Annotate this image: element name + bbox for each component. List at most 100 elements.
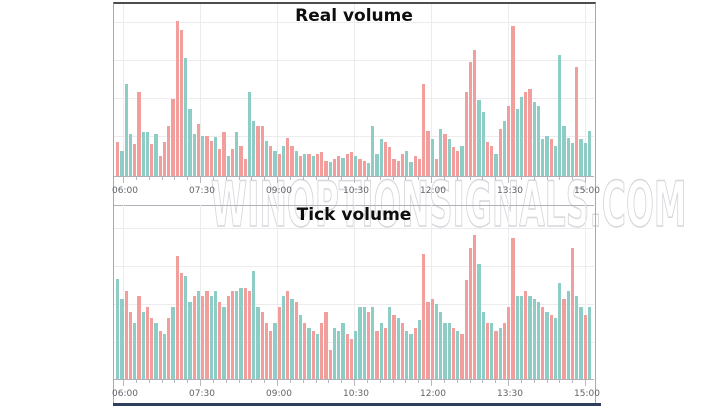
volume-bar bbox=[145, 307, 150, 379]
time-label: 15:00 bbox=[574, 186, 600, 196]
volume-bar bbox=[337, 156, 341, 176]
volume-bar bbox=[145, 132, 150, 176]
time-label: 09:00 bbox=[266, 389, 292, 399]
volume-bar bbox=[371, 126, 375, 176]
volume-bar bbox=[337, 331, 341, 379]
volume-bar bbox=[128, 134, 133, 176]
horizontal-gridline bbox=[114, 136, 594, 137]
volume-bar bbox=[409, 334, 413, 379]
volume-bar bbox=[128, 312, 133, 379]
volume-bar bbox=[485, 142, 490, 176]
volume-bar bbox=[536, 302, 541, 379]
volume-bar bbox=[413, 328, 417, 379]
vertical-gridline bbox=[200, 204, 201, 379]
axis-tick-mark bbox=[559, 380, 561, 383]
volume-bar bbox=[413, 156, 417, 176]
volume-bar bbox=[426, 302, 430, 379]
volume-bar bbox=[175, 256, 179, 379]
volume-bar bbox=[477, 100, 481, 176]
volume-bar bbox=[511, 238, 515, 379]
volume-bar bbox=[430, 299, 434, 379]
vertical-gridline bbox=[123, 204, 124, 379]
axis-tick-mark bbox=[187, 177, 189, 180]
volume-bar bbox=[464, 92, 468, 176]
volume-bar bbox=[366, 312, 371, 379]
volume-bar bbox=[298, 315, 303, 379]
axis-tick-mark bbox=[572, 380, 574, 383]
volume-bar bbox=[507, 106, 511, 176]
volume-bar bbox=[549, 315, 553, 379]
volume-bar bbox=[502, 323, 507, 379]
volume-bar bbox=[290, 299, 294, 379]
vertical-gridline bbox=[508, 4, 509, 176]
axis-tick-mark bbox=[585, 177, 586, 183]
horizontal-gridline bbox=[114, 304, 594, 305]
volume-bar bbox=[426, 131, 430, 176]
volume-bar bbox=[490, 323, 494, 379]
volume-bar bbox=[243, 159, 247, 176]
volume-bar bbox=[218, 149, 222, 176]
volume-bar bbox=[179, 273, 184, 379]
horizontal-gridline bbox=[114, 22, 594, 23]
time-axis-bottom: 06:00 07:30 09:00 10:30 12:00 13:30 15:00 bbox=[112, 379, 600, 404]
vertical-gridline bbox=[123, 4, 124, 176]
volume-bar bbox=[196, 291, 201, 379]
axis-tick-mark bbox=[508, 380, 509, 386]
volume-bar bbox=[281, 296, 286, 379]
volume-bar bbox=[545, 312, 549, 379]
volume-bar bbox=[184, 276, 188, 379]
axis-tick-mark bbox=[520, 177, 522, 180]
time-axis-top: 06:00 07:30 09:00 10:30 12:00 13:30 15:00 bbox=[112, 176, 600, 206]
volume-bar bbox=[362, 161, 366, 176]
volume-bar bbox=[400, 154, 405, 176]
volume-bar bbox=[192, 134, 196, 176]
volume-bar bbox=[575, 67, 579, 176]
volume-bar bbox=[277, 154, 281, 176]
volume-bar bbox=[162, 142, 167, 176]
volume-bar bbox=[201, 136, 205, 176]
volume-bar bbox=[579, 307, 583, 379]
axis-tick-mark bbox=[456, 177, 458, 180]
axis-tick-mark bbox=[238, 380, 240, 383]
volume-bar bbox=[515, 296, 519, 379]
horizontal-gridline bbox=[114, 60, 594, 61]
volume-bar bbox=[264, 141, 269, 176]
axis-tick-mark bbox=[302, 380, 304, 383]
axis-tick-mark bbox=[366, 177, 368, 180]
vertical-gridline bbox=[354, 204, 355, 379]
volume-bar bbox=[477, 264, 481, 379]
volume-bar bbox=[349, 339, 354, 379]
chart-panel: Real volume 06:00 07:30 09:00 10:30 12:00 13:… bbox=[112, 2, 601, 406]
volume-bar bbox=[553, 318, 558, 379]
axis-tick-mark bbox=[225, 177, 227, 180]
volume-bar bbox=[154, 134, 158, 176]
volume-bar bbox=[434, 159, 439, 176]
volume-bar bbox=[260, 126, 264, 176]
volume-bar bbox=[519, 296, 524, 379]
volume-bar bbox=[171, 99, 175, 176]
volume-bar bbox=[332, 159, 337, 176]
volume-bar bbox=[133, 323, 137, 379]
axis-tick-mark bbox=[174, 380, 176, 383]
volume-bar bbox=[218, 302, 222, 379]
axis-tick-mark bbox=[443, 177, 445, 180]
volume-bar bbox=[579, 139, 583, 176]
axis-tick-mark bbox=[482, 177, 484, 180]
volume-bar bbox=[417, 320, 422, 379]
volume-bar bbox=[583, 315, 587, 379]
volume-bar bbox=[562, 299, 566, 379]
axis-tick-mark bbox=[135, 177, 137, 180]
volume-bar bbox=[150, 318, 154, 379]
volume-bar bbox=[383, 328, 388, 379]
axis-tick-mark bbox=[123, 380, 124, 386]
volume-bar bbox=[570, 248, 575, 379]
axis-tick-mark bbox=[212, 380, 214, 383]
axis-tick-mark bbox=[431, 380, 432, 386]
axis-tick-mark bbox=[495, 380, 497, 383]
axis-tick-mark bbox=[482, 380, 484, 383]
volume-bar bbox=[196, 124, 201, 176]
volume-bar bbox=[481, 112, 485, 176]
chart-title-real-volume: Real volume bbox=[295, 6, 413, 26]
volume-bar bbox=[570, 143, 575, 176]
axis-tick-mark bbox=[418, 177, 420, 180]
